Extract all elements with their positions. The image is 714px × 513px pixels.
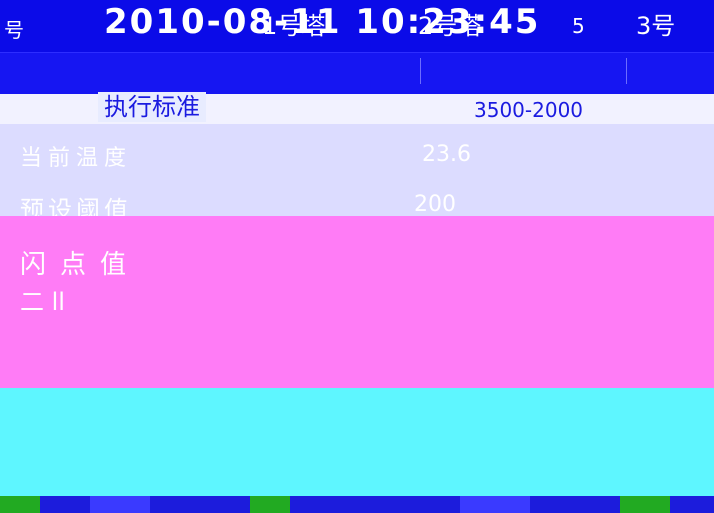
tab-tower-2[interactable]: 2号塔 <box>418 12 482 40</box>
tower-divider <box>420 58 421 84</box>
bottom-status-strip <box>0 496 714 513</box>
temperature-label: 当前温度 <box>20 146 133 171</box>
threshold-value: 200 <box>414 192 456 217</box>
tab-tower-3[interactable]: 3号 <box>636 12 676 40</box>
tower-header-row <box>0 52 714 95</box>
tower-divider <box>626 58 627 84</box>
status-panel <box>0 388 714 496</box>
alarm-panel <box>0 216 714 388</box>
tab-tower-1[interactable]: 1号塔 <box>262 12 326 40</box>
alarm-label: 闪点值 <box>20 250 141 280</box>
standard-label: 执行标准 <box>98 92 206 122</box>
alarm-marker <box>390 372 414 390</box>
bottom-stripe <box>0 496 40 513</box>
top-status-bar <box>0 0 714 52</box>
left-tower-label: 号 <box>4 18 24 42</box>
datetime-display: 2010-08-11 10:23:45 <box>104 2 541 42</box>
temperature-value: 23.6 <box>422 142 471 167</box>
bottom-stripe <box>620 496 670 513</box>
alarm-sub-label: 二 ll <box>20 288 65 316</box>
bottom-stripe <box>90 496 150 513</box>
standard-value: 3500-2000 <box>474 98 584 122</box>
bottom-stripe <box>460 496 530 513</box>
readings-panel <box>0 124 714 216</box>
top-right-indicator: 5 <box>572 14 585 38</box>
bottom-stripe <box>250 496 290 513</box>
